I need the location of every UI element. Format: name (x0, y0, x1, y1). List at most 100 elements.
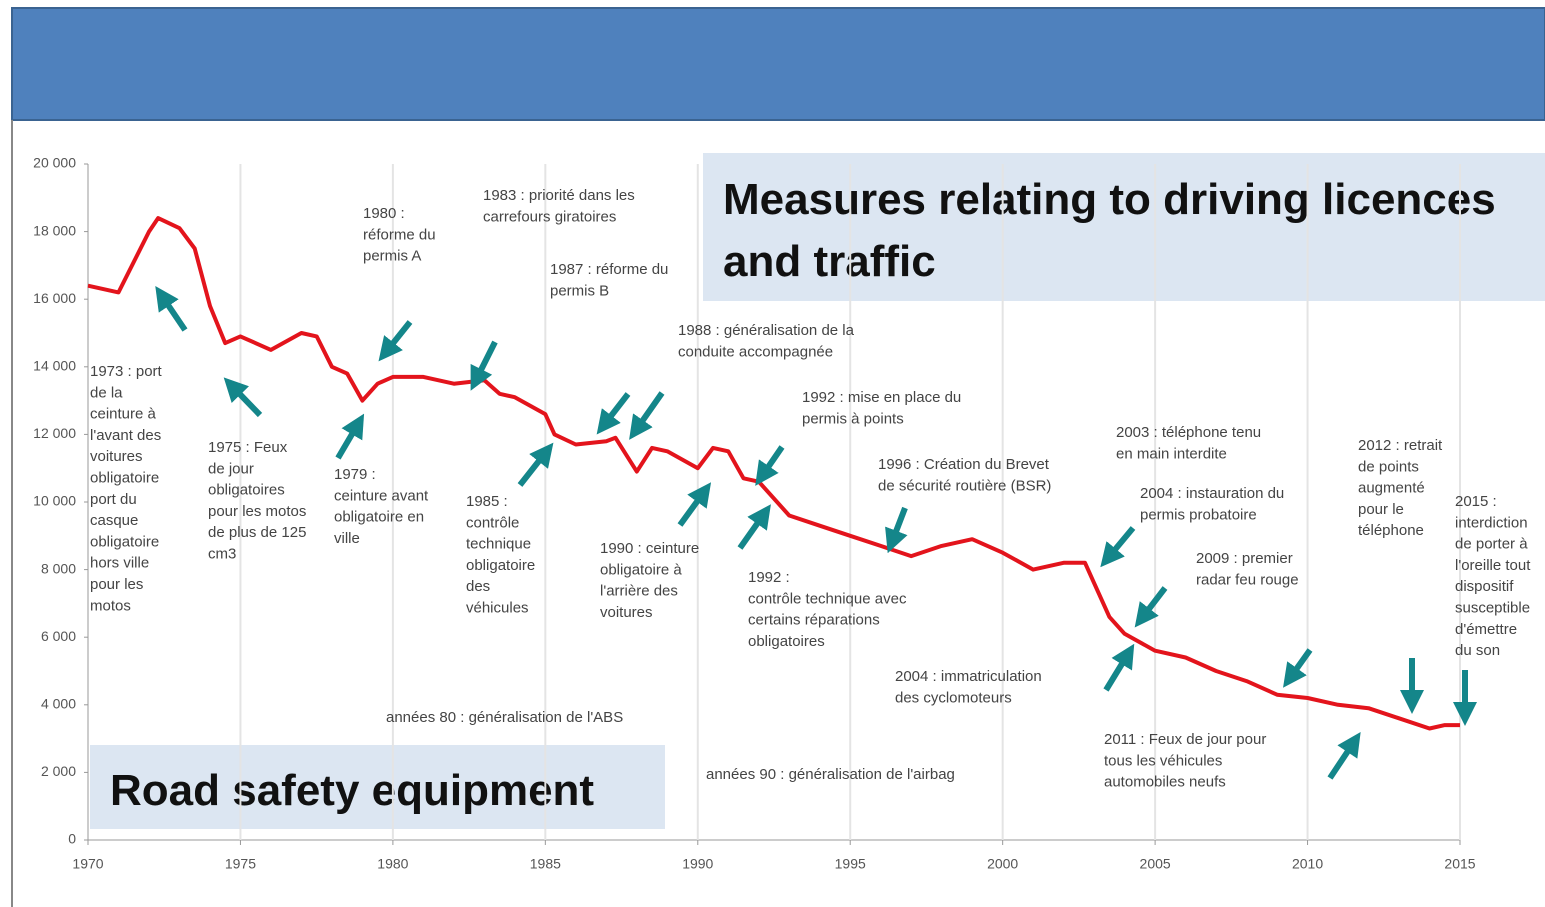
arrow (1103, 643, 1135, 692)
x-tick-label: 2005 (1140, 856, 1171, 872)
annotation: 1980 : (363, 205, 405, 222)
x-tick-label: 1970 (72, 856, 103, 872)
annotation: permis à points (802, 410, 904, 427)
annotation: voitures (600, 604, 653, 621)
y-tick-label: 2 000 (41, 763, 76, 779)
annotation: automobiles neufs (1104, 774, 1226, 791)
annotation: radar feu rouge (1196, 571, 1299, 588)
annotation: conduite accompagnée (678, 343, 833, 360)
annotation: de la (90, 384, 123, 401)
data-line (87, 216, 1460, 731)
annotation: pour les motos (208, 503, 306, 520)
annotation: 1992 : mise en place du (802, 389, 961, 406)
annotation: de porter à (1455, 536, 1528, 553)
annotation: 2003 : téléphone tenu (1116, 424, 1261, 441)
y-tick-label: 14 000 (33, 358, 76, 374)
annotation: 1996 : Création du Brevet (878, 456, 1050, 473)
annotation: 2012 : retrait (1358, 437, 1443, 454)
annotation: années 90 : généralisation de l'airbag (706, 766, 955, 783)
annotation: obligatoire (90, 533, 159, 550)
annotation: ceinture avant (334, 487, 429, 504)
arrow (885, 506, 908, 554)
arrow (596, 392, 631, 435)
x-tick-label: 2010 (1292, 856, 1323, 872)
annotation: téléphone (1358, 522, 1424, 539)
measures-title: Measures relating to driving licences and… (723, 175, 1496, 286)
arrow (755, 445, 785, 486)
annotation: dispositif (1455, 578, 1514, 595)
y-tick-label: 16 000 (33, 290, 76, 306)
annotation: augmenté (1358, 480, 1425, 497)
arrow (1283, 648, 1313, 688)
x-tick-label: 1985 (530, 856, 561, 872)
equipment-box (90, 745, 665, 829)
annotation: certains réparations (748, 612, 880, 629)
annotation: obligatoire en (334, 509, 424, 526)
annotation: cm3 (208, 545, 236, 562)
annotation: pour les (90, 576, 143, 593)
annotation: ceinture à (90, 406, 157, 423)
annotation: 1990 : ceinture (600, 540, 699, 557)
annotation: 1973 : port (90, 363, 163, 380)
annotation: l'avant des (90, 427, 161, 444)
annotation: permis A (363, 248, 421, 265)
y-tick-label: 18 000 (33, 222, 76, 238)
equipment-title: Road safety equipment (110, 766, 594, 815)
y-tick-label: 12 000 (33, 425, 76, 441)
annotation: 1983 : priorité dans les (483, 187, 635, 204)
annotation: obligatoire (466, 557, 535, 574)
annotation: obligatoire (90, 469, 159, 486)
arrow (335, 413, 365, 460)
annotation: l'oreille tout (1455, 557, 1531, 574)
annotation: années 80 : généralisation de l'ABS (386, 709, 623, 726)
x-tick-label: 2000 (987, 856, 1018, 872)
annotation: des (466, 578, 490, 595)
arrow (1100, 526, 1136, 568)
annotation: casque (90, 512, 138, 529)
y-tick-label: 8 000 (41, 560, 76, 576)
arrow (378, 320, 413, 362)
annotation: susceptible (1455, 599, 1530, 616)
measures-line: Measures relating to driving licences (723, 175, 1496, 224)
measures-box (703, 153, 1545, 301)
annotation: 2004 : instauration du (1140, 485, 1284, 502)
annotation: 1988 : généralisation de la (678, 322, 855, 339)
annotation: contrôle (466, 514, 519, 531)
annotation: des cyclomoteurs (895, 689, 1012, 706)
annotation: ville (334, 530, 360, 547)
annotation: 1992 : (748, 569, 790, 586)
annotation: d'émettre (1455, 621, 1517, 638)
annotation: 1987 : réforme du (550, 261, 668, 278)
annotation: véhicules (466, 599, 529, 616)
y-tick-label: 6 000 (41, 628, 76, 644)
arrow (155, 286, 188, 332)
arrow (737, 504, 771, 550)
annotation: 1985 : (466, 493, 508, 510)
arrow (517, 442, 554, 487)
arrow (223, 377, 263, 418)
arrow (470, 340, 498, 391)
annotation: 1975 : Feux (208, 439, 288, 456)
annotation: pour le (1358, 501, 1404, 518)
annotation: en main interdite (1116, 445, 1227, 462)
arrow (1134, 586, 1168, 628)
measures-line: and traffic (723, 237, 936, 286)
annotation: 1979 : (334, 466, 376, 483)
x-tick-label: 1980 (377, 856, 408, 872)
y-tick-label: 0 (68, 831, 76, 847)
header-bar (11, 7, 1545, 121)
x-tick-label: 1995 (835, 856, 866, 872)
annotation: du son (1455, 642, 1500, 659)
annotation: réforme du (363, 226, 436, 243)
annotation: de sécurité routière (BSR) (878, 477, 1051, 494)
annotation: obligatoires (748, 633, 825, 650)
annotation: obligatoire à (600, 561, 682, 578)
annotation: 2011 : Feux de jour pour (1104, 731, 1266, 748)
annotation: de plus de 125 (208, 524, 306, 541)
annotation: permis B (550, 282, 609, 299)
x-tick-label: 1990 (682, 856, 713, 872)
annotation: contrôle technique avec (748, 590, 907, 607)
annotation: carrefours giratoires (483, 208, 616, 225)
annotation: port du (90, 491, 137, 508)
